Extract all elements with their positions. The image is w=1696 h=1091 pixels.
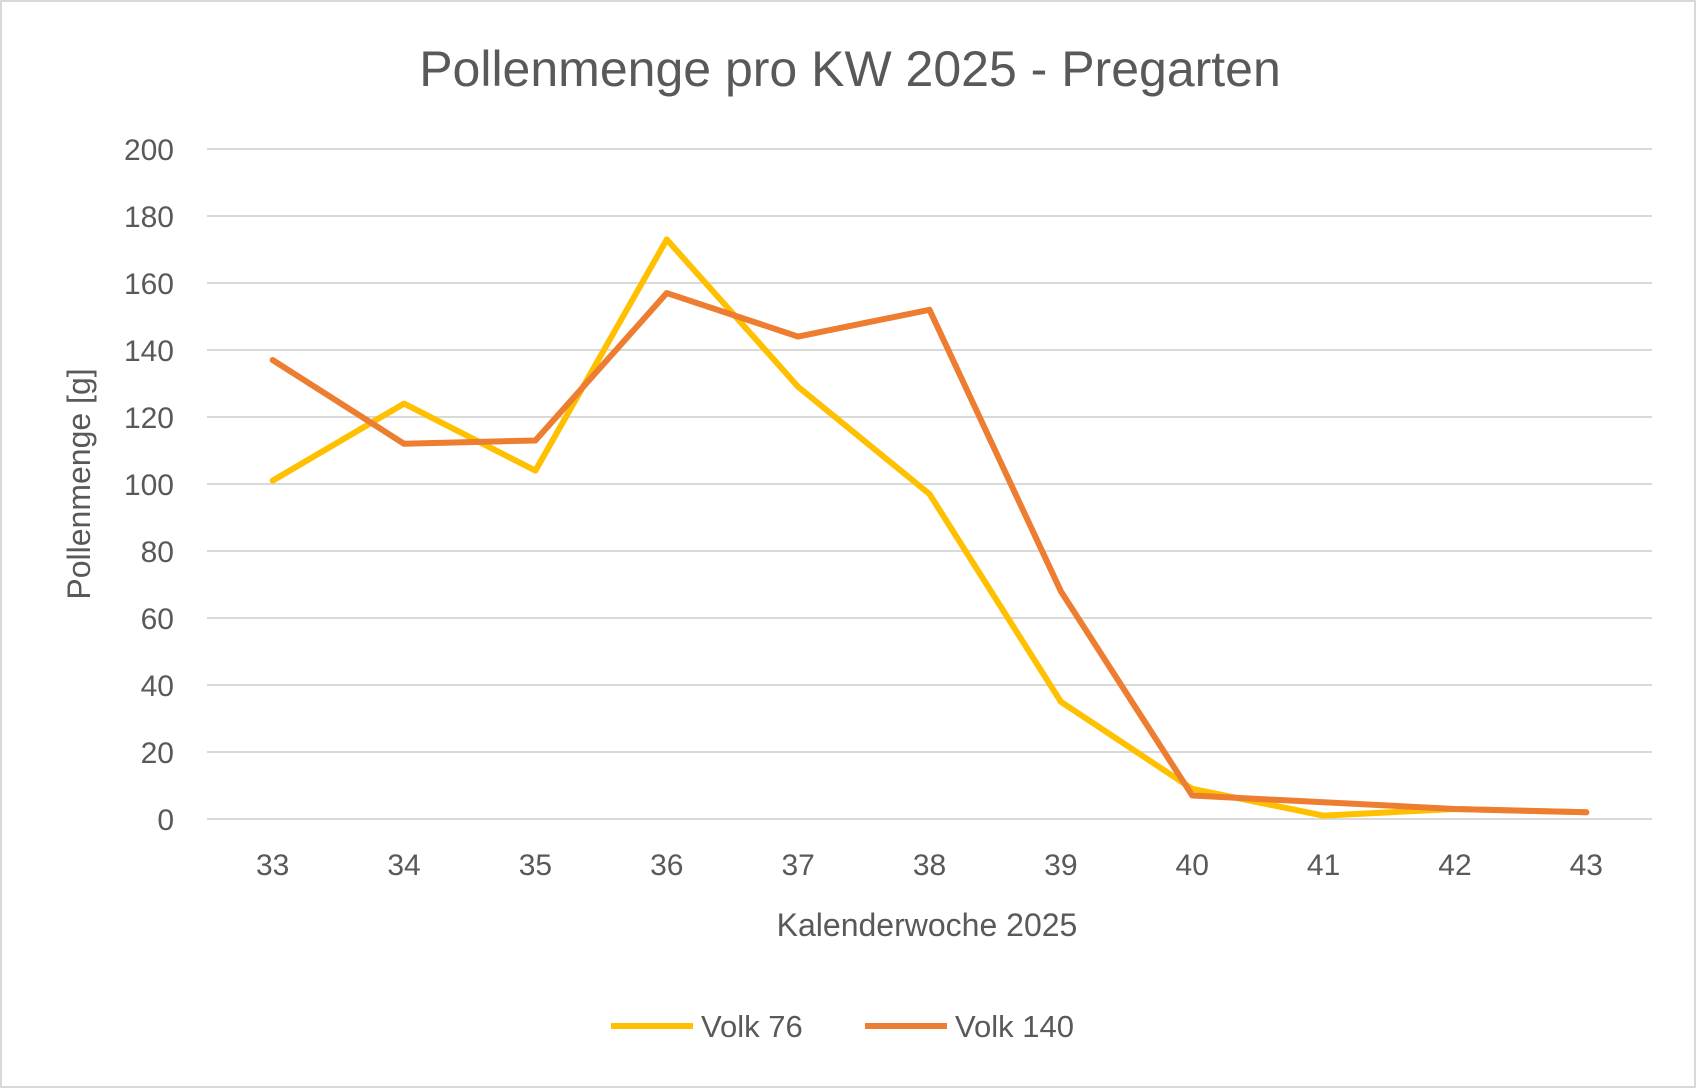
x-tick-label: 33	[256, 849, 289, 882]
x-tick-label: 38	[913, 849, 946, 882]
x-tick-label: 40	[1176, 849, 1209, 882]
y-tick-label: 200	[124, 134, 174, 167]
series-line-volk-140	[273, 293, 1587, 812]
x-tick-label: 35	[519, 849, 552, 882]
legend-label: Volk 76	[701, 1009, 803, 1044]
chart-title: Pollenmenge pro KW 2025 - Pregarten	[419, 41, 1281, 97]
y-tick-label: 60	[141, 603, 174, 636]
y-tick-label: 180	[124, 201, 174, 234]
x-tick-label: 39	[1044, 849, 1077, 882]
x-axis-label: Kalenderwoche 2025	[777, 907, 1078, 943]
x-tick-label: 37	[781, 849, 814, 882]
x-tick-label: 41	[1307, 849, 1340, 882]
y-tick-label: 140	[124, 335, 174, 368]
y-tick-label: 20	[141, 737, 174, 770]
series-line-volk-76	[273, 239, 1587, 815]
y-tick-label: 160	[124, 268, 174, 301]
y-tick-label: 80	[141, 536, 174, 569]
legend: Volk 76 Volk 140	[611, 1009, 1074, 1044]
x-tick-label: 36	[650, 849, 683, 882]
y-tick-label: 40	[141, 670, 174, 703]
x-tick-label: 42	[1438, 849, 1471, 882]
y-tick-label: 120	[124, 402, 174, 435]
x-tick-label: 34	[387, 849, 420, 882]
y-tick-label: 0	[157, 804, 174, 837]
legend-label: Volk 140	[955, 1009, 1074, 1044]
x-tick-label: 43	[1570, 849, 1603, 882]
y-axis-label: Pollenmenge [g]	[61, 368, 97, 599]
y-tick-label: 100	[124, 469, 174, 502]
